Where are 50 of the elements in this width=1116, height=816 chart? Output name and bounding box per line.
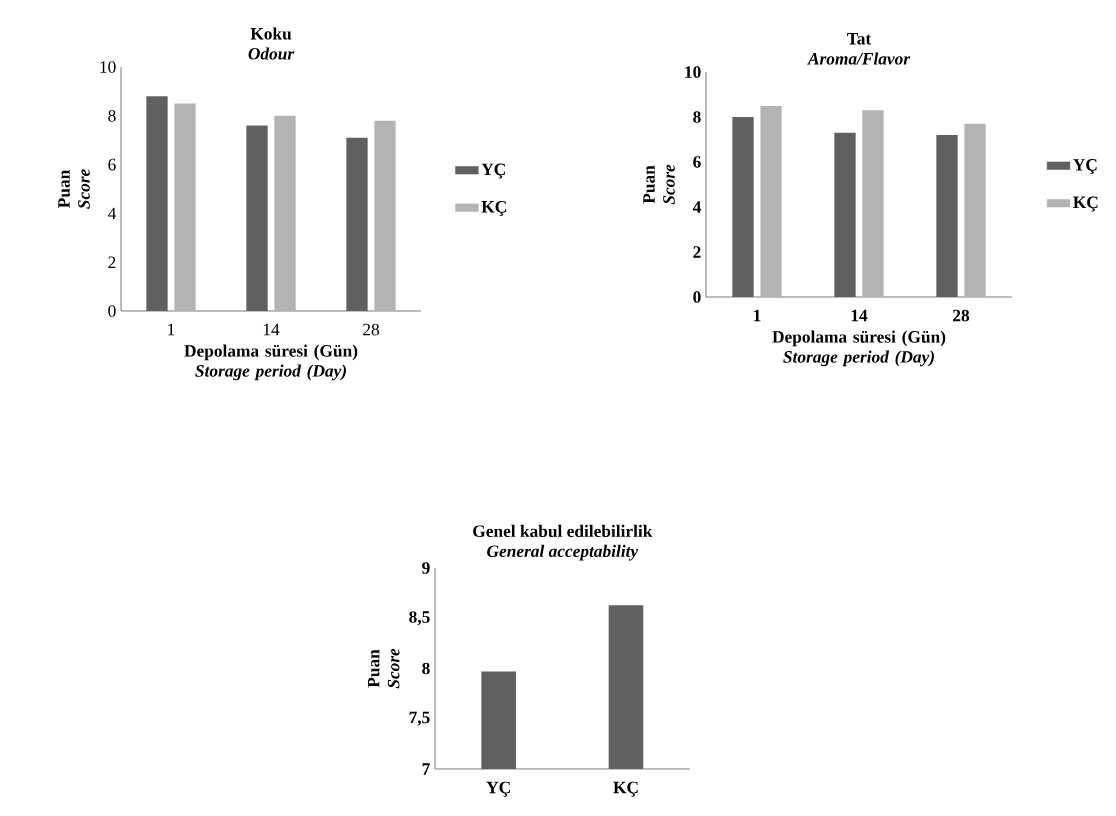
- bar: [274, 115, 296, 311]
- chart-subtitle: General acceptability: [487, 544, 639, 561]
- bar: [760, 105, 782, 297]
- y-tick-label: 2: [108, 256, 116, 268]
- chart-title: Genel kabul edilebilirlik: [473, 524, 653, 538]
- bar: [374, 120, 396, 311]
- y-tick-label: 4: [107, 207, 117, 220]
- legend-label: KÇ: [1073, 196, 1098, 212]
- y-tick-label: 8,5: [409, 611, 430, 626]
- y-axis-title: Puan Score: [58, 169, 90, 209]
- y-tick-label: 10: [100, 61, 116, 73]
- x-tick-label: 28: [363, 323, 380, 336]
- bar: [964, 123, 986, 297]
- chart-title: Tat: [847, 33, 872, 45]
- x-axis-title: Depolama süresi (Gün) Storage period (Day): [184, 344, 358, 381]
- y-tick-label: 9: [422, 562, 430, 574]
- bar: [346, 137, 368, 311]
- y-tick-label: 8: [108, 109, 116, 122]
- y-tick-label: 6: [693, 156, 701, 168]
- y-axis-title: Puan Score: [367, 648, 400, 689]
- bar: [174, 103, 196, 311]
- bar: [732, 116, 754, 297]
- y-tick-label: 7: [422, 763, 430, 775]
- chart-title: Koku: [250, 27, 292, 40]
- legend-label: YÇ: [481, 163, 505, 179]
- legend-label: YÇ: [1073, 159, 1097, 175]
- x-tick-label: 1: [754, 309, 761, 322]
- x-tick-label: 28: [953, 309, 970, 322]
- y-tick-label: 4: [692, 201, 701, 213]
- chart-subtitle: Aroma/Flavor: [807, 52, 911, 65]
- y-tick-label: 10: [685, 66, 701, 78]
- bar: [862, 110, 884, 297]
- x-tick-label: 1: [168, 323, 175, 336]
- y-tick-label: 2: [693, 246, 701, 258]
- x-tick-label: 14: [263, 323, 280, 336]
- bar: [936, 134, 958, 297]
- y-tick-label: 0: [693, 291, 701, 303]
- bar: [834, 132, 856, 297]
- y-tick-label: 8: [693, 111, 701, 123]
- y-tick-label: 7,5: [409, 711, 430, 726]
- y-axis-title: Puan Score: [643, 164, 675, 205]
- legend-label: KÇ: [481, 200, 506, 217]
- x-axis-title: Depolama süresi (Gün) Storage period (Day): [772, 330, 946, 367]
- bar: [246, 125, 268, 311]
- y-tick-label: 0: [108, 305, 116, 317]
- y-tick-label: 6: [108, 158, 116, 171]
- x-tick-label: 14: [851, 309, 868, 322]
- y-tick-label: 8: [422, 662, 430, 675]
- chart-subtitle: Odour: [248, 47, 295, 60]
- bar: [146, 96, 168, 311]
